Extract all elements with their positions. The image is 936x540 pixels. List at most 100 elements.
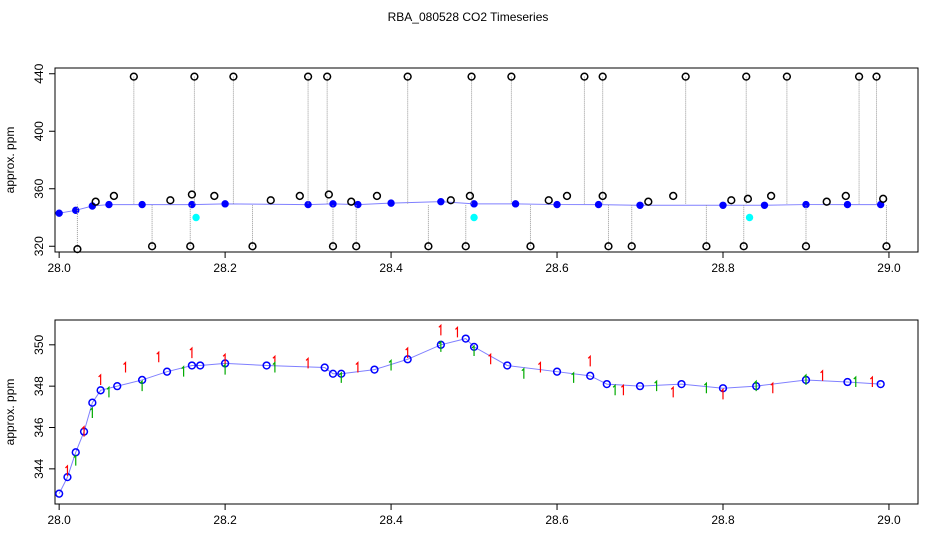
bottom-panel-marks (54, 323, 885, 498)
bottom-red_ticks-point (222, 352, 226, 365)
top-spikes_high-point (467, 72, 476, 81)
top-baseline-point (304, 200, 312, 209)
top-baseline-point (594, 200, 603, 209)
top-series-spikes_high (129, 72, 881, 205)
top-near_points-point (266, 196, 275, 205)
top-near_points-point (446, 196, 455, 205)
top-x-tick-label: 29.0 (877, 261, 901, 275)
top-spikes_low-point (801, 242, 811, 251)
top-near_points-point (727, 196, 736, 205)
bottom-blue_open-point (876, 379, 885, 389)
bottom-green_ticks-point (521, 367, 525, 379)
bottom-blue_open-point (187, 361, 197, 370)
top-y-tick-label: 440 (32, 63, 46, 83)
bottom-blue_open-point (677, 379, 686, 389)
top-near_points-point (841, 191, 850, 201)
bottom-x-tick-label: 28.8 (711, 513, 735, 527)
bottom-red_ticks-point (770, 381, 774, 394)
top-baseline-point (188, 200, 196, 209)
bottom-x-tick-label: 28.0 (47, 513, 71, 527)
top-spikes_high-point (854, 72, 864, 81)
top-spikes_low-point (248, 242, 257, 251)
bottom-blue_open-point (370, 365, 379, 374)
bottom-blue_open-point (602, 379, 611, 389)
top-spikes_low-point (147, 242, 157, 251)
bottom-y-tick-label: 346 (32, 417, 46, 437)
top-panel-marks (55, 72, 891, 254)
top-spikes_high-point (507, 72, 516, 81)
bottom-red_ticks-point (820, 369, 824, 381)
top-near_points-point (766, 191, 776, 201)
top-baseline-point (105, 200, 113, 209)
bottom-series-blue_open (54, 334, 885, 498)
top-baseline-point (760, 201, 769, 209)
top-spikes_high-point (598, 72, 607, 81)
bottom-green_ticks-point (222, 363, 226, 375)
bottom-green_ticks-point (388, 359, 392, 371)
top-spikes_high-point (403, 72, 412, 81)
bottom-red_ticks-point (620, 383, 625, 396)
top-baseline-point (511, 200, 520, 208)
bottom-blue_open-point (503, 361, 512, 370)
bottom-blue_open-point (586, 371, 595, 380)
bottom-red_ticks-point (156, 350, 160, 363)
top-spikes_high-point (681, 72, 690, 81)
bottom-red_ticks-point (355, 361, 359, 373)
bottom-green_ticks-point (106, 385, 110, 398)
top-series-spikes_low (73, 204, 891, 254)
top-spikes_low-point (702, 242, 711, 251)
top-spikes_low-point (352, 242, 361, 251)
bottom-green_ticks-point (438, 340, 442, 352)
top-spikes_low-point (186, 242, 195, 251)
top-baseline-point (329, 200, 337, 208)
top-spikes_low-point (526, 242, 535, 251)
bottom-blue_open-point (635, 382, 645, 391)
top-x-tick-label: 28.8 (711, 261, 735, 275)
bottom-red_ticks-point (405, 346, 409, 359)
top-baseline-point (470, 200, 478, 208)
top-near_points-point (187, 190, 197, 199)
top-y-tick-label: 320 (32, 236, 46, 256)
bottom-blue_open-point (328, 369, 338, 378)
top-near_points-point (669, 191, 678, 201)
bottom-panel-axes: 28.0 28.2 28.4 28.6 28.8 29.0 344 346 348 350 (32, 334, 901, 527)
bottom-blue_open-point (88, 398, 97, 407)
top-near_points-point (295, 191, 304, 201)
bottom-red_ticks-point (587, 354, 591, 367)
top-series-near_points (91, 190, 888, 206)
bottom-y-axis-label: approx. ppm (3, 379, 17, 446)
top-baseline-point (354, 200, 362, 209)
top-baseline-point (387, 199, 395, 207)
top-spikes_high-point (580, 72, 589, 81)
bottom-red_ticks-point (123, 361, 127, 373)
bottom-red_ticks-point (869, 375, 873, 388)
bottom-red_ticks-point (438, 323, 442, 336)
top-baseline-point (553, 200, 561, 209)
bottom-blue_open-point (113, 382, 122, 391)
bottom-green_ticks-point (612, 383, 616, 396)
top-baseline-point (55, 209, 63, 217)
bottom-blue_open-point (843, 377, 852, 387)
bottom-red_ticks-point (720, 387, 724, 400)
top-spikes_high-point (742, 72, 751, 81)
top-near_points-point (562, 191, 572, 201)
top-near_points-point (822, 197, 831, 206)
top-x-tick-label: 28.0 (47, 261, 71, 275)
top-near_points-point (166, 196, 175, 205)
bottom-series-red_ticks (65, 323, 873, 476)
bottom-blue_open-point (196, 361, 205, 370)
top-near_points-point (210, 191, 219, 201)
top-y-tick-label: 360 (32, 178, 46, 198)
bottom-x-tick-label: 28.4 (379, 513, 403, 527)
chart-title: RBA_080528 CO2 Timeseries (388, 10, 549, 24)
top-plot-frame (54, 67, 919, 253)
top-panel-axes: 28.0 28.2 28.4 28.6 28.8 29.0 320 360 400 440 (32, 63, 901, 275)
bottom-blue_open-point (96, 386, 105, 395)
bottom-blue_open-point (262, 361, 271, 370)
top-cyan_outliers-point (192, 213, 200, 222)
bottom-green_ticks-point (73, 454, 77, 466)
bottom-green_ticks-point (181, 365, 185, 377)
top-baseline-point (138, 200, 146, 209)
bottom-red_ticks-point (670, 385, 674, 398)
